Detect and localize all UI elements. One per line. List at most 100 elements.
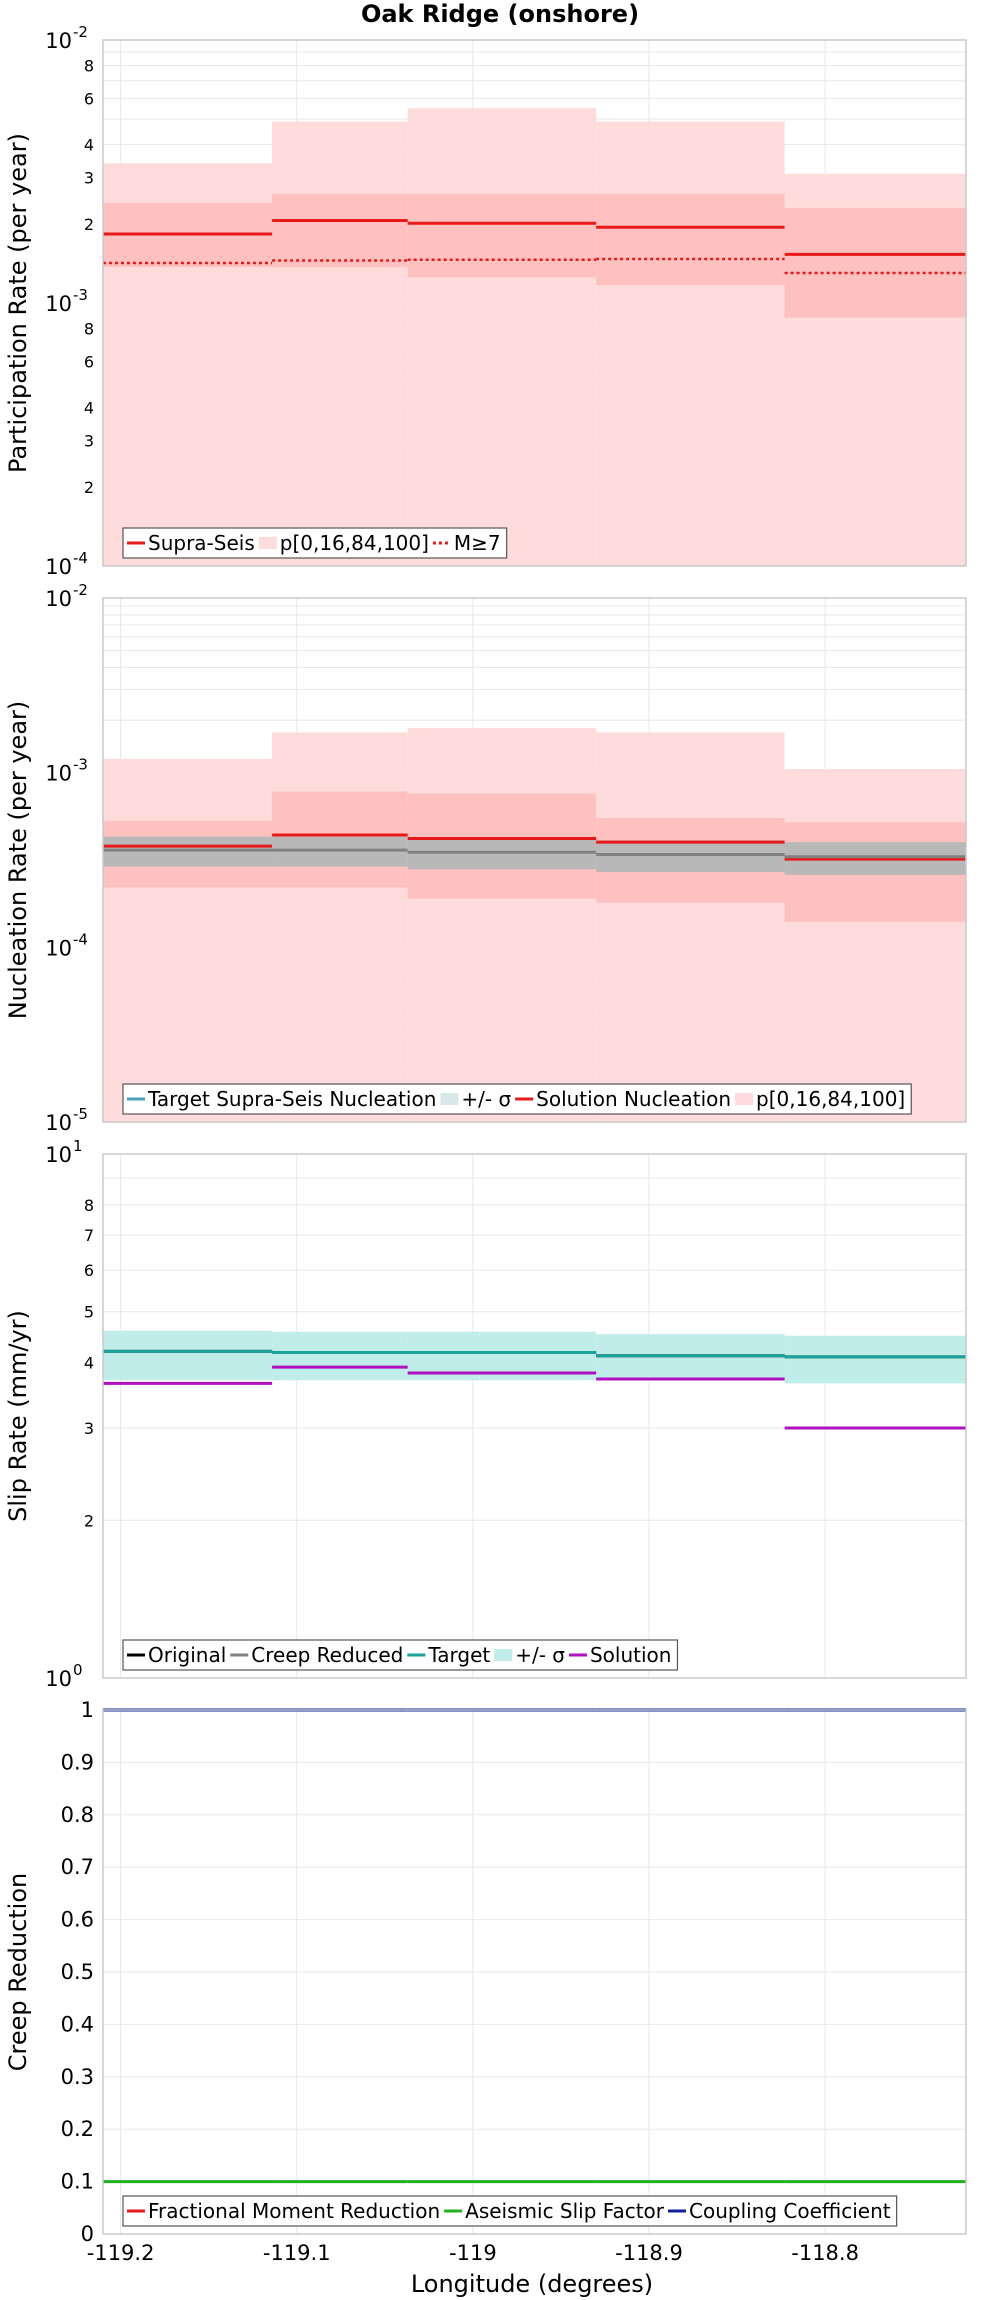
y-tick-label: 10 [45,29,72,53]
y-tick-exponent: -5 [73,1105,88,1123]
legend-label: +/- σ [461,1087,511,1111]
y-tick-label: 10 [45,1667,72,1691]
y-axis-label: Nucleation Rate (per year) [4,701,32,1020]
y-minor-tick-label: 8 [84,56,94,75]
legend-swatch [258,537,277,549]
percentile-band-inner [596,193,785,286]
y-axis-label: Slip Rate (mm/yr) [4,1310,32,1522]
y-axis-label: Creep Reduction [4,1873,32,2071]
y-minor-tick-label: 2 [84,215,94,234]
x-tick-label: -119.2 [87,2241,155,2265]
y-tick-label: 0.9 [61,1750,94,1774]
sigma-band [407,838,597,870]
plot-area [103,1154,966,1678]
y-minor-tick-label: 3 [84,1419,94,1438]
legend-label: Solution Nucleation [536,1087,731,1111]
y-tick-label: 10 [45,936,72,960]
y-tick-label: 0.3 [61,2065,94,2089]
percentile-band-outer [407,728,597,1122]
y-tick-label: 0.1 [61,2170,94,2194]
y-minor-tick-label: 6 [84,89,94,108]
y-tick-label: 0.7 [61,1855,94,1879]
y-minor-tick-label: 2 [84,1511,94,1530]
legend-label: Supra-Seis [148,531,255,555]
x-tick-label: -118.9 [615,2241,683,2265]
legend-swatch [494,1649,513,1661]
legend-label: p[0,16,84,100] [280,531,429,555]
x-axis-label: Longitude (degrees) [411,2270,653,2298]
y-tick-exponent: -3 [73,756,88,774]
y-minor-tick-label: 6 [84,352,94,371]
percentile-band-inner [272,193,408,268]
y-tick-label: 10 [45,555,72,579]
y-tick-exponent: -4 [73,930,88,948]
y-tick-exponent: -4 [73,549,88,567]
y-minor-tick-label: 3 [84,169,94,188]
y-tick-label: 10 [45,292,72,316]
y-tick-label: 0.4 [61,2012,94,2036]
legend-label: Original [148,1643,226,1667]
legend-label: Fractional Moment Reduction [148,2199,440,2223]
plot-border [102,1709,967,2235]
y-minor-tick-label: 2 [84,478,94,497]
chart-title: Oak Ridge (onshore) [361,0,639,28]
legend-box [122,527,508,559]
y-tick-label: 0.6 [61,1908,94,1932]
y-tick-label: 0.5 [61,1960,94,1984]
y-tick-label: 10 [45,762,72,786]
y-tick-label: 10 [45,1111,72,1135]
legend-label: Target Supra-Seis Nucleation [147,1087,436,1111]
legend-label: Solution [590,1643,671,1667]
sigma-band [784,1335,966,1384]
x-tick-label: -119.1 [263,2241,331,2265]
plot-border [102,39,967,567]
y-tick-exponent: -3 [73,286,88,304]
legend-swatch [735,1093,754,1105]
y-axis-label: Participation Rate (per year) [4,133,32,473]
x-tick-label: -118.8 [791,2241,859,2265]
y-minor-tick-label: 4 [84,399,94,418]
percentile-band-outer [272,732,408,1122]
y-tick-label: 10 [45,1143,72,1167]
y-tick-exponent: -2 [73,23,88,41]
legend-label: +/- σ [515,1643,565,1667]
percentile-band-outer [596,732,785,1122]
y-minor-tick-label: 4 [84,136,94,155]
y-minor-tick-label: 3 [84,432,94,451]
sigma-band [596,840,785,872]
y-tick-label: 10 [45,587,72,611]
y-tick-exponent: 0 [73,1661,83,1679]
y-minor-tick-label: 6 [84,1261,94,1280]
y-tick-label: 0.8 [61,1803,94,1827]
legend-label: Aseismic Slip Factor [465,2199,665,2223]
plot-border [102,597,967,1123]
y-tick-label: 0 [81,2222,94,2246]
panel-4: 0 0.1 0.2 0.3 0.4 0.5 0.6 0.7 0.8 0.9 1 Fractional … [4,1698,967,2265]
y-tick-label: 1 [81,1698,94,1722]
y-tick-exponent: 1 [73,1137,83,1155]
percentile-band-outer [103,758,273,1122]
y-minor-tick-label: 8 [84,319,94,338]
sigma-band [103,1330,273,1381]
legend-label: p[0,16,84,100] [756,1087,905,1111]
percentile-band-outer [407,108,597,567]
percentile-band-outer [784,768,966,1122]
percentile-band-outer [596,121,785,567]
legend-box [122,2195,898,2227]
legend-label: M≥7 [454,531,501,555]
legend-label: Target [427,1643,490,1667]
y-minor-tick-label: 4 [84,1354,94,1373]
percentile-band-inner [407,193,597,278]
y-tick-label: 0.2 [61,2117,94,2141]
plot-border [102,1153,967,1679]
legend-label: Creep Reduced [251,1643,403,1667]
y-minor-tick-label: 7 [84,1226,94,1245]
sigma-band [272,1331,408,1381]
percentile-band-outer [272,121,408,567]
y-minor-tick-label: 5 [84,1303,94,1322]
